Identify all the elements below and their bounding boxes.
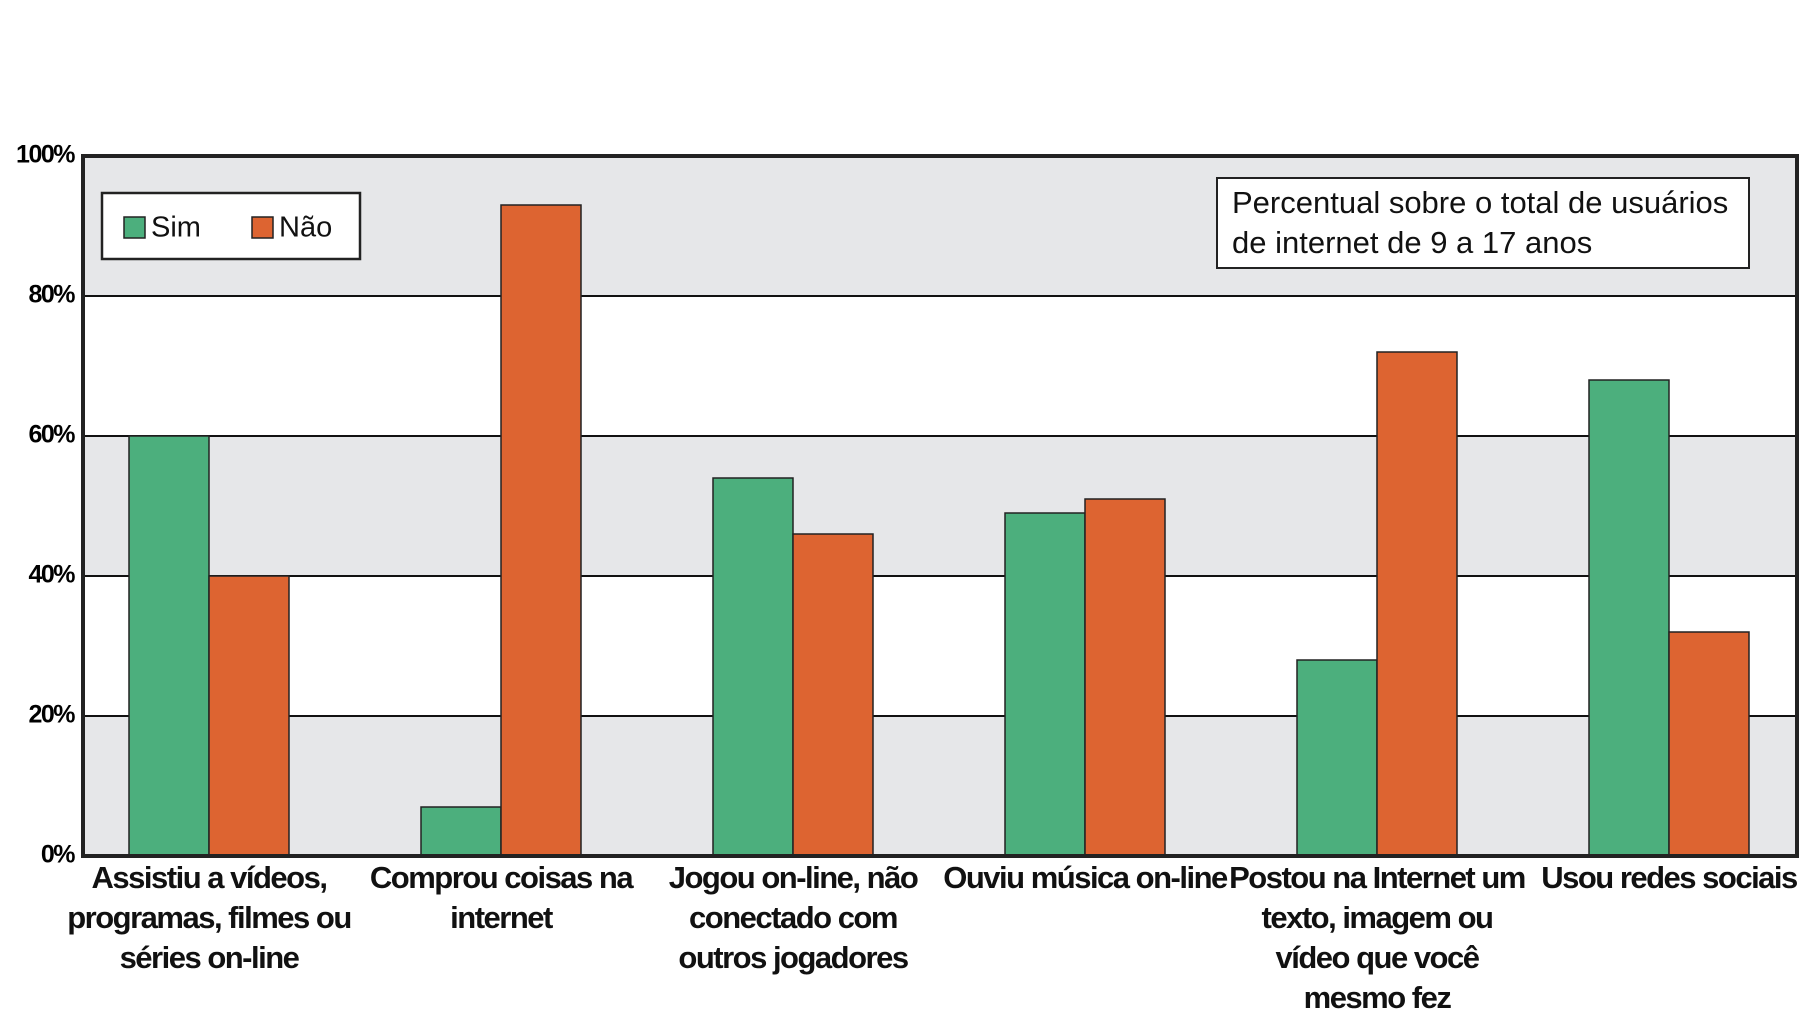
x-tick-label: Ouviu música on-line (943, 860, 1228, 895)
legend-swatch (123, 216, 146, 239)
annotation: Percentual sobre o total de usuários de … (1216, 177, 1750, 269)
bar (1668, 631, 1750, 857)
bar (420, 806, 502, 857)
x-tick-label: Postou na Internet um texto, imagem ou v… (1229, 860, 1526, 1015)
bar (792, 533, 874, 857)
chart-svg: 0% 20% 40% 60% 80% 100% Sim Não (16, 141, 1799, 869)
y-tick-label: 40% (28, 561, 75, 589)
band (83, 716, 1797, 856)
bar (712, 477, 794, 857)
bar (128, 435, 210, 857)
bar (1296, 659, 1378, 857)
x-tick-label: Usou redes sociais (1541, 860, 1798, 895)
y-tick-label: 20% (28, 701, 75, 729)
x-tick-label: Comprou coisas na internet (369, 860, 634, 935)
band (83, 436, 1797, 576)
chart: 0% 20% 40% 60% 80% 100% Sim Não Percentual sobr… (16, 141, 1799, 1015)
bar (1084, 498, 1166, 857)
bar (208, 575, 290, 857)
legend-label: Sim (151, 212, 201, 244)
bar (1588, 379, 1670, 857)
y-tick-label: 100% (16, 141, 75, 169)
x-tick-label: Assistiu a vídeos, programas, filmes ou … (67, 860, 352, 975)
y-tick-label: 60% (28, 421, 75, 449)
y-tick-label: 80% (28, 281, 75, 309)
plot-frame (81, 154, 1799, 858)
bar (1004, 512, 1086, 857)
bar (500, 204, 582, 857)
legend-label: Não (279, 212, 332, 244)
x-tick-label: Jogou on-line, não conectado com outros … (668, 860, 919, 975)
y-tick-label: 0% (41, 841, 75, 869)
legend-swatch (251, 216, 274, 239)
bar (1376, 351, 1458, 857)
